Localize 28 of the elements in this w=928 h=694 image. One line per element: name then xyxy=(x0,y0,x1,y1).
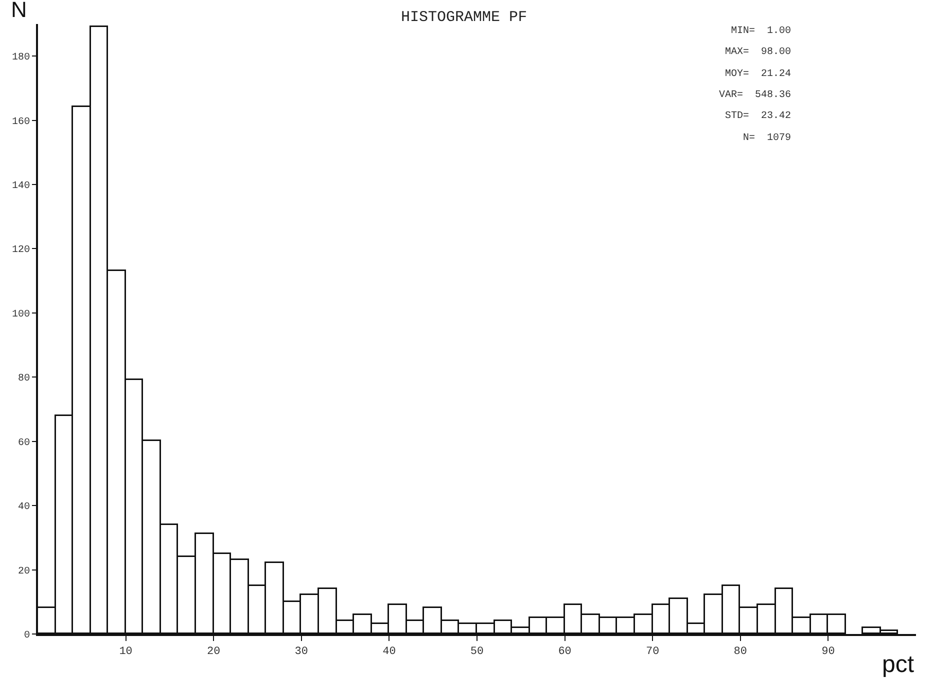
y-tick-label: 100 xyxy=(12,309,30,320)
annotation: N= 1079 xyxy=(743,133,792,144)
annotation: MIN= 1.00 xyxy=(731,26,792,37)
y-tick-label: 160 xyxy=(12,116,30,128)
x-tick-label: 20 xyxy=(207,646,220,658)
x-tick-label: 80 xyxy=(734,646,747,658)
annotation: VAR= 548.36 xyxy=(719,90,792,101)
x-tick-label: 10 xyxy=(119,646,132,658)
y-tick-label: 80 xyxy=(18,374,30,385)
x-tick-label: 50 xyxy=(470,646,484,658)
annotation: MAX= 98.00 xyxy=(725,47,792,58)
y-tick-label: 120 xyxy=(12,245,30,256)
y-tick-label: 40 xyxy=(18,502,30,514)
y-tick-label: 140 xyxy=(12,181,30,192)
chart-title: HISTOGRAMME PF xyxy=(400,8,528,26)
annotation: STD= 23.42 xyxy=(725,111,792,122)
annotation: MOY= 21.24 xyxy=(725,69,792,80)
y-tick-label: 20 xyxy=(18,566,30,578)
x-tick-label: 90 xyxy=(822,646,835,658)
x-tick-label: 30 xyxy=(294,646,308,658)
x-tick-label: 40 xyxy=(382,646,396,658)
y-tick-label: 180 xyxy=(12,52,30,64)
x-axis-title: pct xyxy=(882,651,914,678)
x-tick-label: 60 xyxy=(558,646,572,658)
y-tick-label: 60 xyxy=(18,438,30,449)
y-axis-title: N xyxy=(11,0,27,22)
x-tick-label: 70 xyxy=(646,646,660,658)
y-tick-label: 0 xyxy=(24,630,30,642)
